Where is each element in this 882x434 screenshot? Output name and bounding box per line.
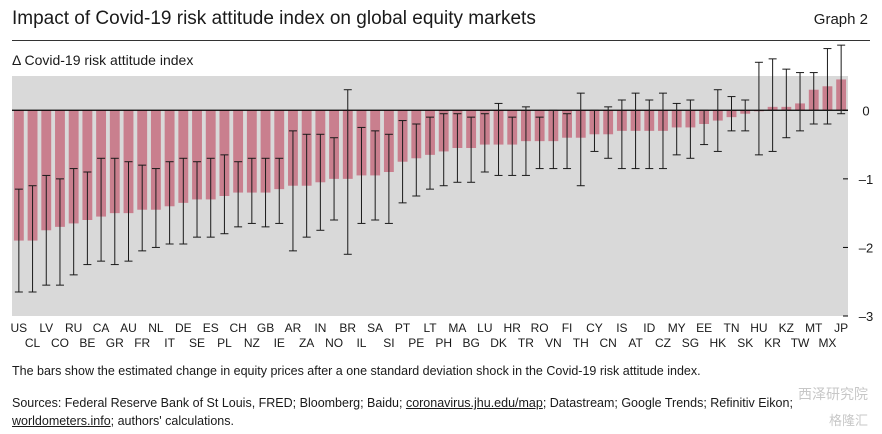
- graph-number: Graph 2: [813, 11, 868, 28]
- bar-pl: [219, 110, 230, 196]
- y-tick-label: 0: [862, 103, 869, 118]
- watermark-text: 西泽研究院: [798, 386, 868, 402]
- bar-se: [192, 110, 202, 200]
- x-tick-label: NZ: [244, 336, 260, 350]
- y-tick-label: –3: [859, 309, 873, 324]
- bar-nl: [150, 110, 161, 210]
- x-tick-label: IT: [164, 336, 175, 350]
- x-tick-label: BE: [79, 336, 95, 350]
- x-tick-label: CZ: [655, 336, 671, 350]
- x-tick-label: BG: [462, 336, 479, 350]
- x-tick-label: TH: [573, 336, 589, 350]
- x-tick-label: KR: [764, 336, 781, 350]
- x-tick-label: HU: [750, 321, 767, 335]
- x-tick-label: SK: [737, 336, 753, 350]
- y-tick-label: –2: [859, 240, 873, 255]
- bar-fr: [137, 110, 148, 210]
- x-tick-label: MT: [805, 321, 823, 335]
- chart-area: 0–1–2–3USCLLVCORUBECAGRAUFRNLITDESEESPLC…: [11, 44, 873, 350]
- watermark-text-secondary: 格隆汇: [828, 413, 868, 428]
- x-tick-label: FI: [562, 321, 573, 335]
- bar-ie: [274, 110, 285, 190]
- x-tick-label: MA: [448, 321, 466, 335]
- x-tick-label: SA: [367, 321, 383, 335]
- x-tick-label: IN: [314, 321, 326, 335]
- x-tick-label: LU: [477, 321, 492, 335]
- bar-gb: [260, 110, 271, 193]
- sources-prefix: Sources: Federal Reserve Bank of St Loui…: [12, 396, 406, 410]
- x-tick-label: CL: [25, 336, 41, 350]
- x-tick-label: TW: [791, 336, 810, 350]
- x-tick-label: BR: [339, 321, 356, 335]
- chart-note: The bars show the estimated change in eq…: [12, 364, 701, 378]
- x-tick-label: IE: [274, 336, 285, 350]
- x-tick-label: PL: [217, 336, 232, 350]
- x-tick-label: LT: [423, 321, 437, 335]
- x-tick-label: CN: [599, 336, 616, 350]
- x-tick-label: RU: [65, 321, 82, 335]
- bar-be: [82, 110, 93, 220]
- x-tick-label: MX: [818, 336, 836, 350]
- x-tick-label: KZ: [779, 321, 794, 335]
- title-divider: [12, 40, 870, 41]
- chart-sources: Sources: Federal Reserve Bank of St Loui…: [12, 394, 812, 430]
- x-tick-label: US: [11, 321, 28, 335]
- x-tick-label: DK: [490, 336, 507, 350]
- x-tick-label: VN: [545, 336, 562, 350]
- bar-de: [178, 110, 189, 203]
- x-tick-label: TR: [518, 336, 534, 350]
- sources-mid: ; Datastream; Google Trends; Refinitiv E…: [542, 396, 793, 410]
- x-tick-label: CY: [586, 321, 603, 335]
- x-tick-label: DE: [175, 321, 192, 335]
- x-tick-label: AR: [285, 321, 302, 335]
- x-tick-label: SE: [189, 336, 205, 350]
- x-tick-label: TN: [724, 321, 740, 335]
- x-tick-label: PT: [395, 321, 411, 335]
- source-link-jhu[interactable]: coronavirus.jhu.edu/map: [405, 396, 543, 410]
- bar-lv: [41, 110, 52, 231]
- x-tick-label: SI: [383, 336, 394, 350]
- x-tick-label: FR: [134, 336, 150, 350]
- x-tick-label: GR: [106, 336, 124, 350]
- x-tick-label: IL: [356, 336, 366, 350]
- bar-ch: [233, 110, 244, 193]
- x-tick-label: ID: [643, 321, 655, 335]
- x-tick-label: RO: [531, 321, 549, 335]
- x-tick-label: AU: [120, 321, 137, 335]
- x-tick-label: MY: [668, 321, 686, 335]
- bar-us: [13, 110, 24, 241]
- bar-es: [205, 110, 216, 200]
- y-tick-label: –1: [859, 172, 873, 187]
- x-tick-label: CO: [51, 336, 69, 350]
- bar-co: [55, 110, 65, 227]
- x-tick-label: GB: [257, 321, 274, 335]
- chart-title: Impact of Covid-19 risk attitude index o…: [12, 8, 536, 29]
- x-tick-label: PH: [435, 336, 452, 350]
- x-tick-label: ES: [203, 321, 219, 335]
- bar-cl: [27, 110, 38, 241]
- x-tick-label: HK: [709, 336, 726, 350]
- x-tick-label: CA: [93, 321, 110, 335]
- x-tick-label: NL: [148, 321, 164, 335]
- x-tick-label: EE: [696, 321, 712, 335]
- x-tick-label: CH: [229, 321, 246, 335]
- bar-ru: [68, 110, 79, 224]
- x-tick-label: IS: [616, 321, 627, 335]
- x-tick-label: LV: [39, 321, 53, 335]
- x-tick-label: HR: [504, 321, 522, 335]
- sources-suffix: ; authors' calculations.: [110, 414, 234, 428]
- x-tick-label: SG: [682, 336, 699, 350]
- bar-nz: [246, 110, 257, 193]
- x-tick-label: PE: [408, 336, 424, 350]
- x-tick-label: JP: [834, 321, 848, 335]
- x-tick-label: NO: [325, 336, 343, 350]
- bar-it: [164, 110, 175, 207]
- chart-subtitle: Δ Covid-19 risk attitude index: [12, 52, 194, 68]
- x-tick-label: AT: [628, 336, 643, 350]
- x-tick-label: ZA: [299, 336, 314, 350]
- source-link-worldometers[interactable]: worldometers.info: [12, 414, 111, 428]
